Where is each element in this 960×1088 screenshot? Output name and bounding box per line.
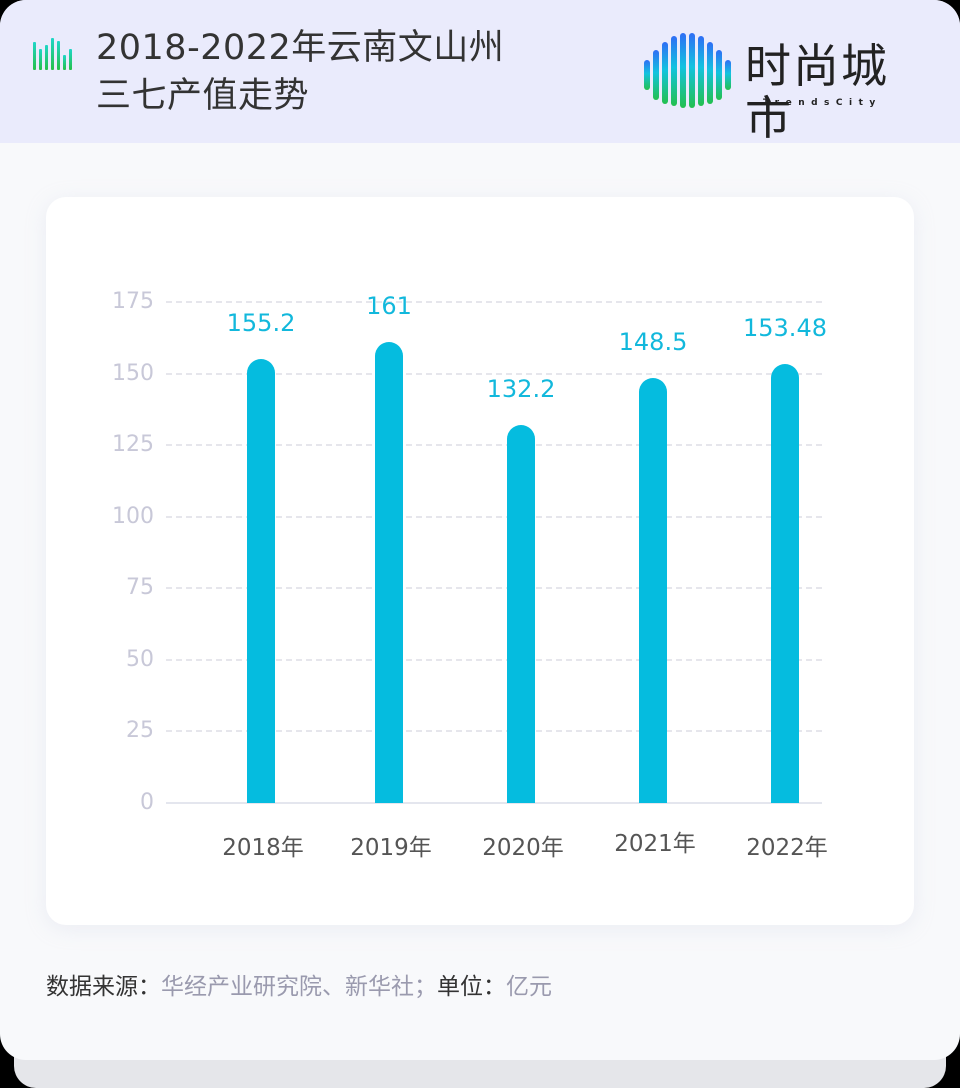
x-axis-category-label: 2020年 [482, 835, 564, 861]
bar-2020 [507, 424, 535, 803]
title-line-1: 2018-2022年云南文山州 [96, 28, 505, 68]
logo-text-en: TrendsCity [763, 98, 882, 108]
striped-circle-logo-icon [644, 33, 731, 108]
brand-logo: 时尚城市 TrendsCity [640, 26, 910, 144]
bar-value-label: 155.2 [226, 308, 296, 337]
bar-2018 [247, 358, 275, 803]
gridline [166, 730, 822, 733]
bar-value-label: 132.2 [486, 374, 556, 403]
gridline [166, 515, 822, 518]
gridline [166, 587, 822, 590]
logo-text-cn: 时尚城市 [745, 39, 889, 145]
data-source-note: 数据来源：华经产业研究院、新华社；单位：亿元 [46, 970, 552, 1004]
y-axis-tick-label: 0 [140, 790, 154, 815]
bar-value-label: 153.48 [743, 313, 827, 342]
page-title: 2018-2022年云南文山州 三七产值走势 [96, 24, 504, 120]
bar-chart: 0 25 50 75 100 125 150 175 155.2 2018年 161 2019年 132… [112, 289, 828, 861]
gridline [166, 372, 822, 375]
x-axis-category-label: 2021年 [614, 831, 696, 857]
source-label: 数据来源： [46, 974, 161, 1000]
source-value: 华经产业研究院、新华社； [161, 974, 437, 1000]
x-axis-line [166, 802, 822, 804]
title-line-2: 三七产值走势 [96, 76, 310, 116]
unit-value: 亿元 [506, 974, 552, 1000]
y-axis-tick-label: 100 [112, 503, 154, 529]
y-axis-tick-label: 75 [126, 575, 154, 601]
bar-value-label: 161 [366, 292, 412, 321]
infographic-card: 2018-2022年云南文山州 三七产值走势 [0, 0, 960, 1060]
y-axis-tick-label: 150 [112, 360, 154, 386]
unit-label: 单位： [437, 974, 506, 1000]
gridline [166, 301, 822, 303]
y-axis-tick-label: 175 [112, 289, 154, 314]
bar-2022 [771, 363, 799, 803]
y-axis-tick-label: 25 [126, 718, 154, 744]
bar-2021 [639, 377, 667, 803]
bar-chart-icon [33, 38, 72, 70]
y-axis-tick-label: 125 [112, 432, 154, 458]
header: 2018-2022年云南文山州 三七产值走势 [0, 0, 960, 144]
x-axis-category-label: 2022年 [746, 835, 828, 861]
gridline [166, 658, 822, 661]
gridline [166, 444, 822, 447]
x-axis-category-label: 2019年 [350, 835, 432, 861]
y-axis-tick-label: 50 [126, 646, 154, 672]
bar-value-label: 148.5 [618, 327, 688, 356]
x-axis-category-label: 2018年 [222, 835, 304, 861]
bar-2019 [375, 342, 403, 803]
